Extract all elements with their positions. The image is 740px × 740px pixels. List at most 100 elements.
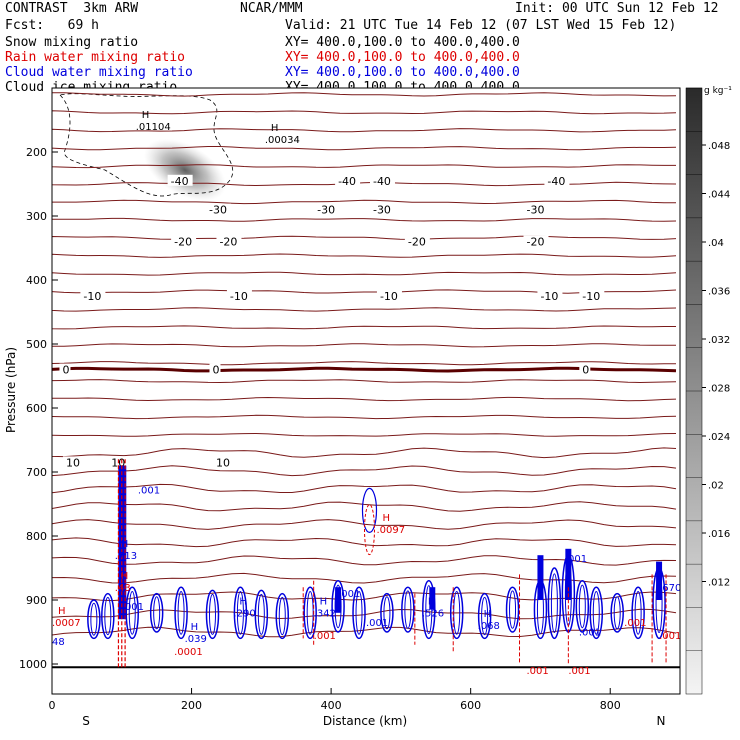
isotherm-label-bg (209, 363, 221, 375)
extremum-value: .001 (366, 618, 388, 629)
cloud-water-cell (575, 580, 590, 633)
isotherm-label: -10 (380, 290, 398, 303)
cloud-water-cell (303, 586, 317, 640)
x-axis-title: Distance (km) (323, 714, 407, 728)
isotherm-label-bg (523, 235, 549, 247)
cloud-water-cell (449, 586, 464, 640)
extremum-value: .001 (138, 486, 160, 497)
cloud-water-cell (254, 589, 269, 640)
y-tick-label: 500 (26, 338, 47, 351)
isotherm-label: -20 (174, 236, 192, 249)
extremum-value: .0097 (376, 525, 405, 536)
isotherm-label-bg (314, 203, 340, 215)
extremum-marker: H (428, 596, 436, 607)
isotherm-line (52, 414, 677, 420)
field-cloudwater-label: Cloud water mixing ratio (5, 65, 193, 80)
isotherm-label: 0 (62, 364, 69, 377)
extremum-value: .001 (659, 631, 681, 642)
isotherm-label: -20 (219, 236, 237, 249)
x-tick-label: 800 (600, 699, 621, 712)
cloud-water-cell-inner (278, 596, 286, 636)
extremum-value: .068 (478, 621, 500, 632)
cloud-water-cell (361, 487, 378, 533)
cloud-water-cell (401, 586, 415, 633)
isotherm-label: 10 (216, 456, 230, 469)
isotherm-line (52, 110, 677, 115)
extremum-marker: H (142, 110, 150, 121)
cloud-water-cell-inner (634, 590, 642, 635)
cloud-water-core (429, 587, 436, 610)
init-time: Init: 00 UTC Sun 12 Feb 12 (515, 1, 719, 16)
axis-ticks: 0 200 400 600 800200300400500600700800900100… (19, 87, 621, 712)
cloud-water-cell (477, 592, 492, 640)
isotherm-line (52, 128, 677, 133)
field-rain-label: Rain water mixing ratio (5, 50, 186, 65)
isotherm-line (52, 307, 677, 312)
cloud-water-cell-inner (592, 590, 600, 635)
colorbar-unit: g kg⁻¹ (704, 86, 732, 96)
cloud-water-cell-inner (613, 596, 621, 630)
cloud-water-cell (547, 567, 562, 640)
isotherm-label-bg (523, 203, 549, 215)
field-cloudwater-xy: XY= 400.0,100.0 to 400.0,400.0 (285, 65, 520, 80)
isotherm-line (52, 325, 676, 330)
isotherm-line (52, 519, 677, 530)
ice-shading-blob (144, 138, 226, 202)
extremum-value: .342 (314, 608, 336, 619)
cloud-water-cell-inner (153, 596, 161, 630)
ice-dashed-contour (59, 93, 233, 197)
cloud-water-cell (275, 592, 290, 640)
cloud-water-cell (87, 599, 101, 640)
isotherm-line (52, 271, 677, 276)
isotherm-label-bg (80, 290, 106, 301)
isotherm-zero-line (52, 366, 677, 373)
extremum-value: .001 (579, 628, 601, 639)
isotherm-label-bg (167, 174, 193, 186)
isotherm-label: 0 (212, 364, 219, 377)
extremum-marker: H (121, 539, 129, 550)
colorbar-steps (686, 87, 702, 651)
extremum-value: .001 (526, 666, 548, 677)
isotherm-line (52, 483, 677, 494)
cloud-water-cell-inner (550, 573, 558, 634)
colorbar-tick-label: .044 (708, 190, 730, 201)
isotherm-label-bg (579, 290, 605, 301)
isotherm-label: -40 (373, 175, 391, 188)
isotherm-label: -40 (547, 175, 565, 188)
plot-frame (51, 87, 681, 695)
extremum-value: .0007 (52, 618, 81, 629)
extremum-value: .001 (122, 602, 144, 613)
colorbar-tick-label: .032 (708, 335, 730, 346)
extremum-value: .713 (115, 551, 137, 562)
valid-time: Valid: 21 UTC Tue 14 Feb 12 (07 LST Wed … (285, 18, 677, 33)
colorbar-tick-label: .016 (708, 529, 730, 540)
isotherm-label-bg (579, 363, 591, 375)
cloud-water-cell-inner (257, 593, 265, 635)
isotherm-line (52, 608, 677, 620)
isotherm-label: -20 (408, 236, 426, 249)
isotherm-label: -30 (317, 204, 335, 217)
isotherm-label: -10 (230, 290, 248, 303)
isotherm-line (52, 235, 677, 240)
x-end-label-north: N (657, 714, 666, 728)
isotherm-line (52, 432, 677, 437)
cloud-water-cell-inner (90, 602, 98, 636)
isotherm-label-bg (59, 363, 71, 375)
isotherm-line (52, 164, 676, 169)
extremum-value: .01104 (136, 122, 171, 133)
extremum-value: .039 (185, 634, 207, 645)
colorbar-tick-label: .024 (708, 432, 730, 443)
model-title: CONTRAST 3km ARW (5, 1, 139, 16)
isotherm-label: -30 (526, 204, 544, 217)
field-rain-xy: XY= 400.0,100.0 to 400.0,400.0 (285, 50, 520, 65)
plot-area: -40 -40 -40 -40 -30 -30 -30 -30 -20 -20 -20 -20 -10 -… (19, 87, 681, 712)
isotherm-line (52, 501, 677, 512)
isotherm-label-bg (212, 456, 231, 468)
isotherm-label-bg (544, 174, 570, 186)
cloud-water-cell-inner (355, 590, 363, 635)
isotherm-line (52, 92, 677, 97)
cloud-water-cell (125, 586, 139, 640)
extremum-marker: H (121, 571, 129, 582)
cloud-water-cell (631, 586, 645, 640)
